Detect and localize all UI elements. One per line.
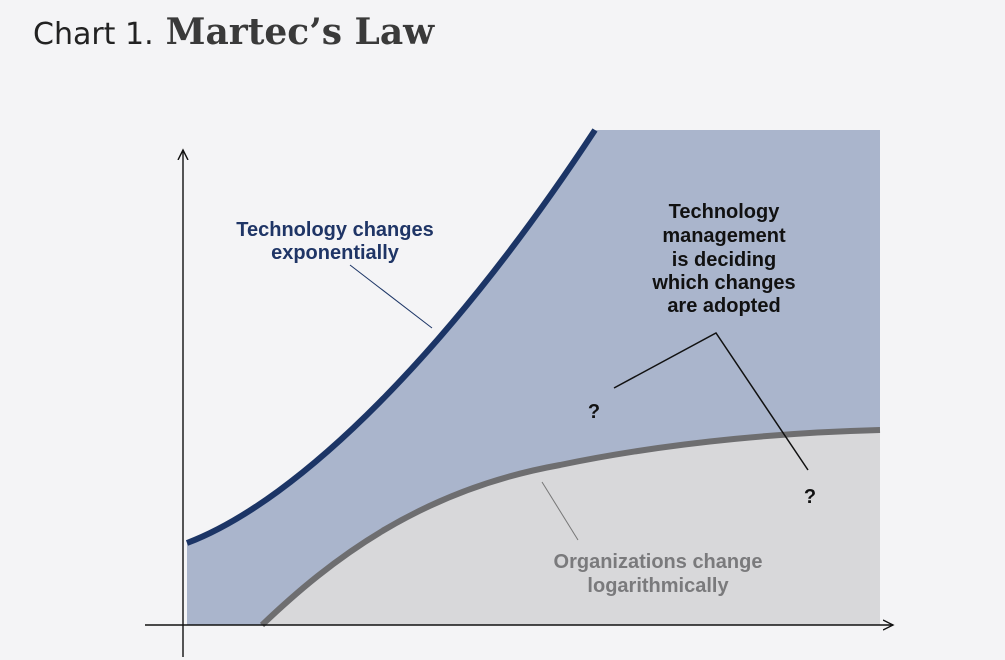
question-mark: ?	[588, 401, 600, 423]
technology-label: Technology changes exponentially	[236, 219, 433, 264]
management-label: Technology management is deciding which …	[651, 201, 795, 317]
technology-curve	[185, 128, 598, 546]
label-line: management	[662, 225, 786, 247]
label-line: Organizations change	[554, 551, 763, 573]
chart-title: Chart 1. Martec’s Law	[33, 11, 435, 53]
label-line: is deciding	[672, 249, 776, 271]
label-line: which changes	[651, 272, 795, 294]
organization-label: Organizations change logarithmically	[554, 551, 763, 597]
label-line: exponentially	[271, 242, 400, 264]
management-leader	[613, 332, 809, 471]
questions: ? ?	[588, 401, 816, 508]
organization-curve	[259, 427, 881, 628]
label-line: are adopted	[667, 295, 780, 317]
organization-leader	[541, 481, 579, 541]
organization-area	[262, 430, 880, 625]
label-line: Technology changes	[236, 219, 433, 241]
technology-leader	[349, 264, 433, 329]
label-line: logarithmically	[587, 575, 729, 597]
question-mark: ?	[804, 486, 816, 508]
title-label: Chart 1.	[33, 17, 154, 52]
title-text: Martec’s Law	[166, 11, 436, 53]
label-line: Technology	[669, 201, 781, 223]
